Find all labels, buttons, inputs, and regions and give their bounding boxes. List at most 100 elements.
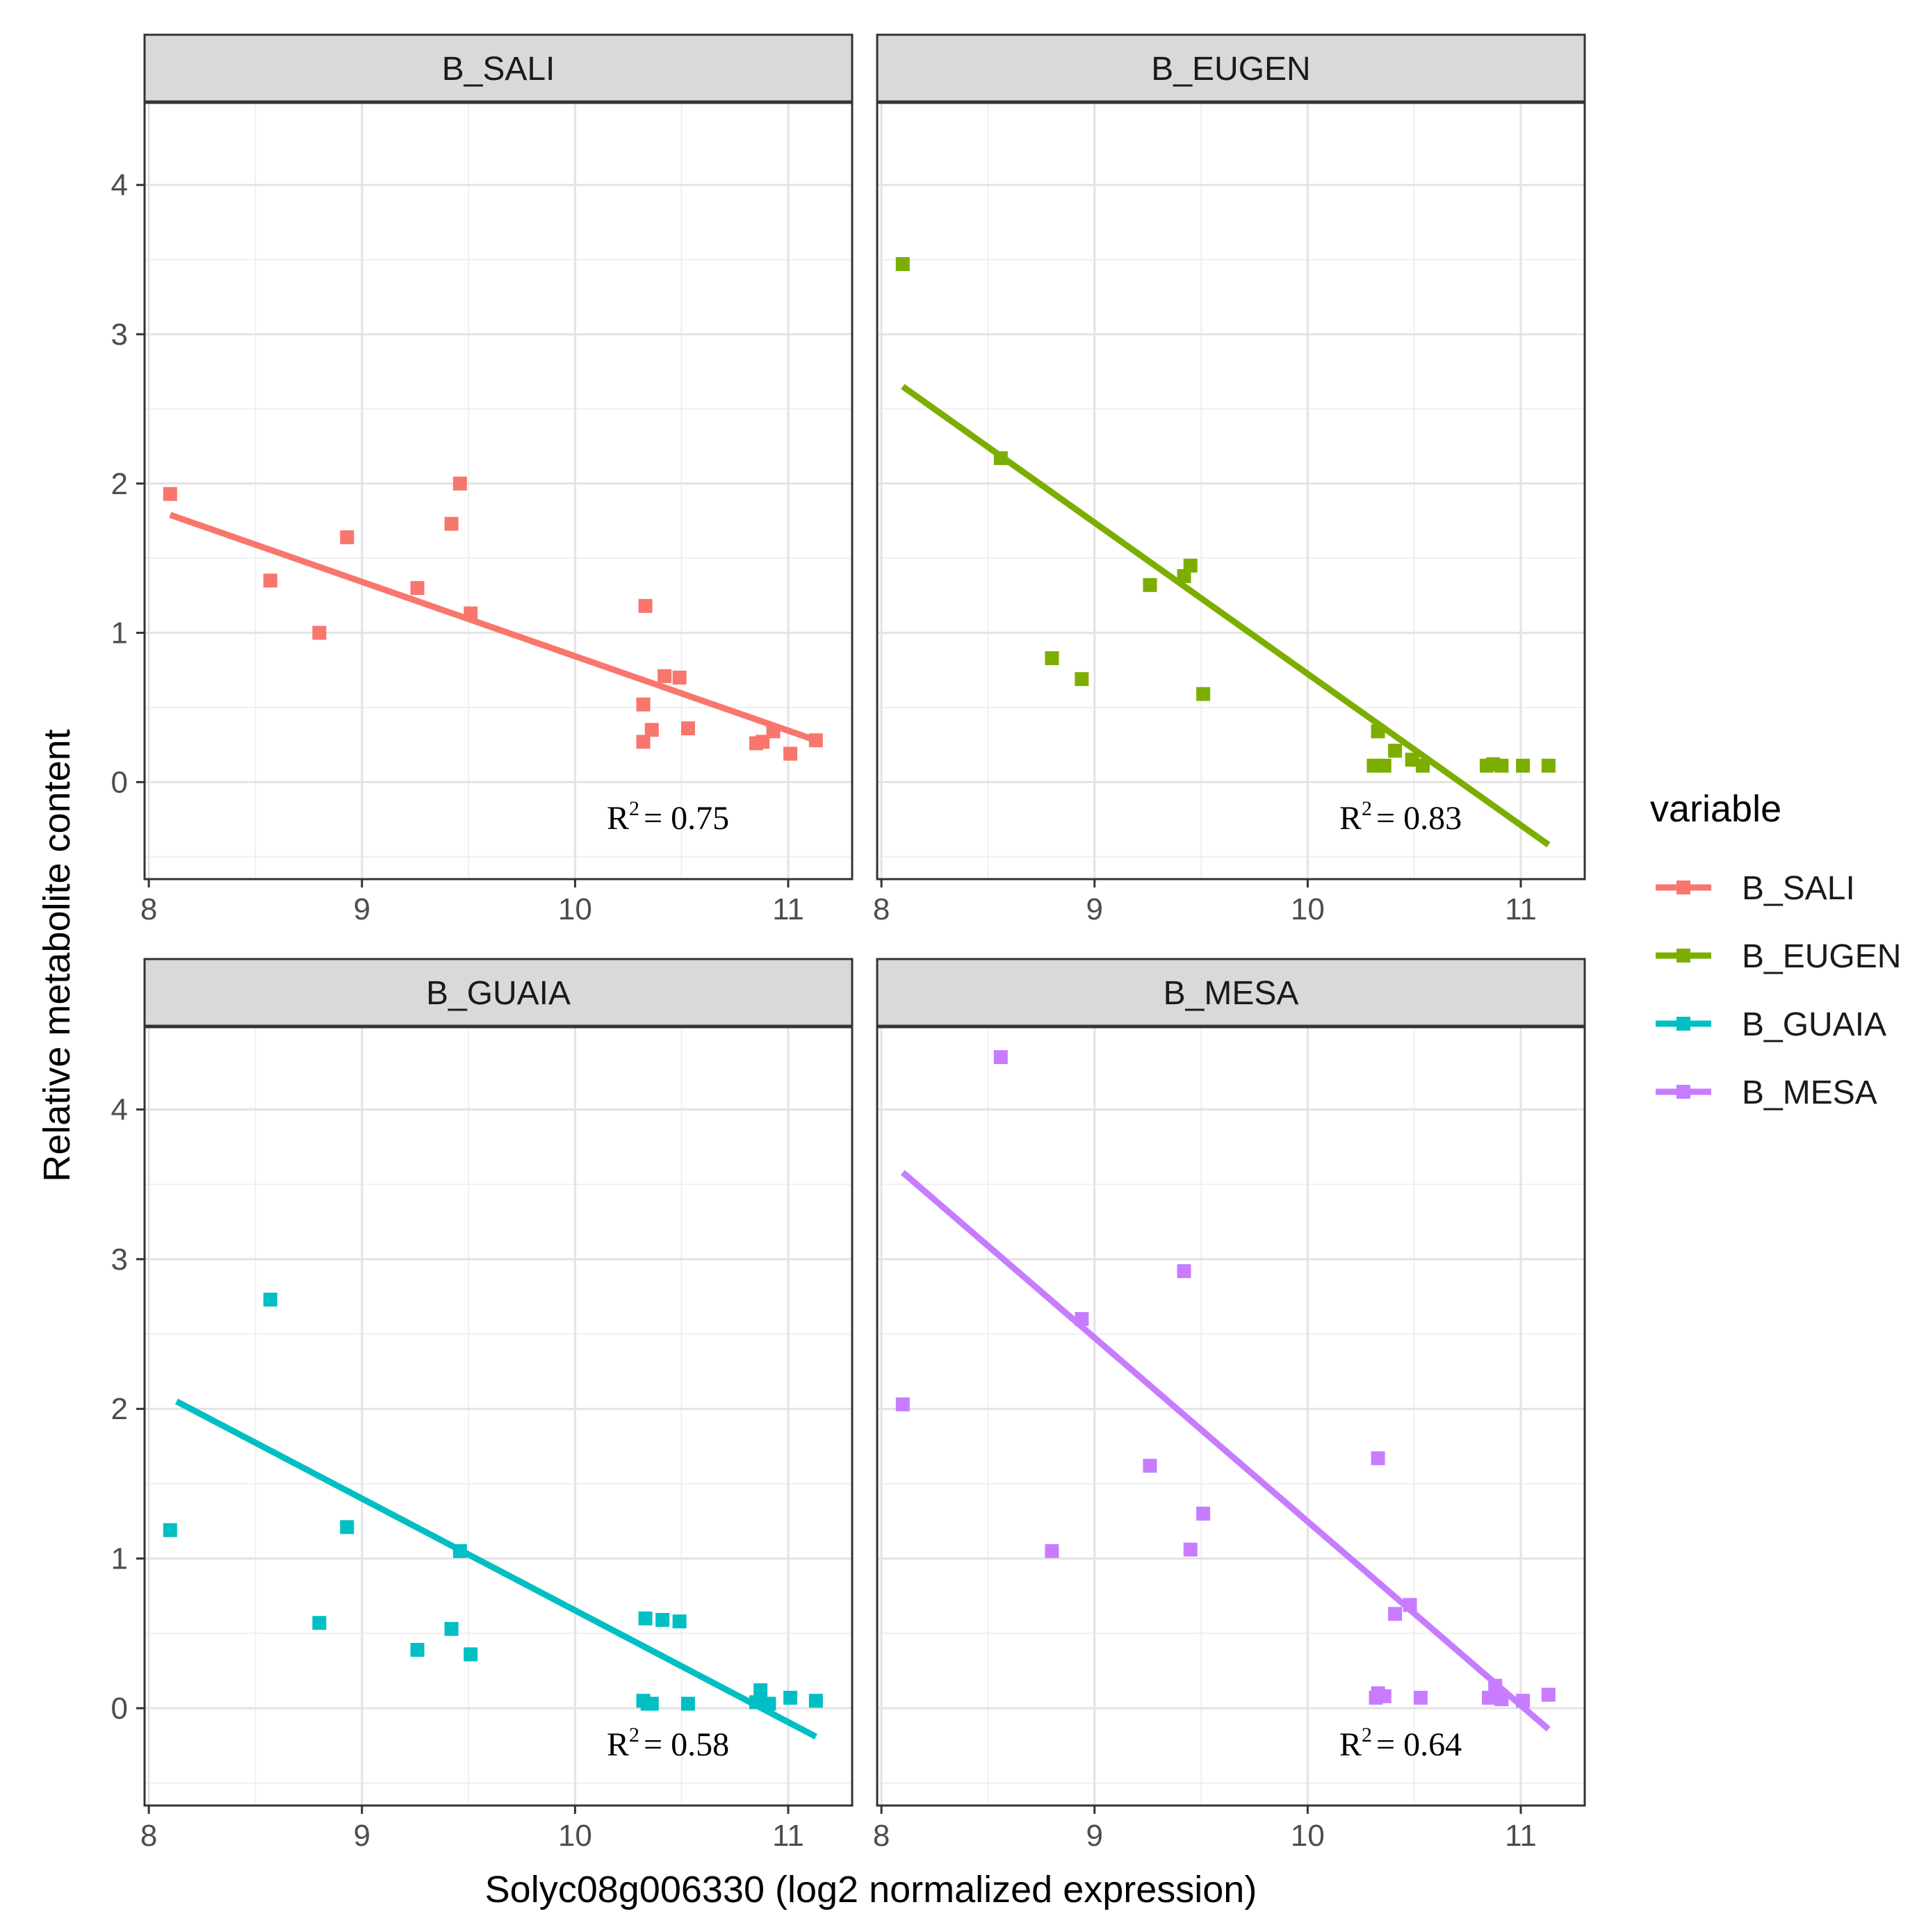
x-tick-label: 10 <box>558 892 592 926</box>
data-point <box>1494 758 1509 773</box>
data-point <box>410 1643 425 1657</box>
data-point <box>163 1523 177 1537</box>
data-point <box>340 1520 354 1534</box>
y-tick-label: 3 <box>111 318 128 352</box>
panel-border <box>143 101 854 881</box>
data-point <box>1196 687 1211 701</box>
data-point <box>636 735 651 749</box>
data-point <box>444 516 459 531</box>
data-point <box>680 1696 695 1711</box>
legend-item-b_mesa: B_MESA <box>1656 1074 1877 1111</box>
data-point <box>1541 1687 1556 1702</box>
data-point <box>1405 753 1419 767</box>
facet-strip <box>143 33 854 103</box>
facet-strip-label: B_EUGEN <box>1151 51 1310 88</box>
y-tick-label: 0 <box>111 765 128 799</box>
data-point <box>895 1397 910 1411</box>
data-point <box>1183 558 1198 573</box>
panel-background <box>145 1027 852 1806</box>
data-point <box>1045 1544 1059 1558</box>
x-tick-label: 8 <box>140 1819 157 1853</box>
y-tick-label: 4 <box>111 1092 128 1127</box>
regression-line <box>901 384 1551 848</box>
facet-strip <box>876 958 1586 1027</box>
regression-line <box>169 511 817 744</box>
facet-strip <box>876 33 1586 103</box>
x-tick-label: 8 <box>873 892 890 926</box>
legend: variable B_SALI B_EUGEN B_GUAIA B_MESA <box>1650 788 1901 1111</box>
y-axis-title: Relative metabolite content <box>36 729 78 1181</box>
data-point <box>672 671 687 685</box>
panel-background <box>877 103 1585 879</box>
data-point <box>1143 578 1157 592</box>
panel-background <box>877 1027 1585 1806</box>
facet-strip-label: B_GUAIA <box>426 975 571 1012</box>
x-tick-label: 9 <box>1086 1819 1103 1853</box>
data-point <box>1482 1690 1496 1705</box>
panel-b_guaia: B_GUAIA R2 = 0.58 8 9 10 11 0 1 2 3 4 <box>111 958 854 1853</box>
data-point <box>808 1694 823 1708</box>
legend-key-point <box>1676 1085 1690 1099</box>
y-tick-label: 4 <box>111 168 128 202</box>
x-tick-label: 11 <box>772 1819 804 1853</box>
data-point <box>1388 1607 1403 1621</box>
panel-b_eugen: B_EUGEN R2 = 0.83 8 9 10 11 <box>873 33 1586 926</box>
legend-key-point <box>1676 949 1690 963</box>
r-squared-annotation: R2 = 0.75 <box>607 797 729 837</box>
panel-border <box>876 101 1586 881</box>
legend-item-b_guaia: B_GUAIA <box>1656 1006 1886 1043</box>
data-point <box>1143 1459 1157 1473</box>
data-point <box>672 1614 687 1629</box>
data-point <box>1415 758 1430 773</box>
legend-label: B_EUGEN <box>1742 938 1901 975</box>
data-point <box>993 1050 1008 1065</box>
facet-strip-label: B_MESA <box>1164 975 1299 1012</box>
data-point <box>1541 758 1556 773</box>
data-point <box>783 746 798 761</box>
x-tick-label: 11 <box>1505 1819 1537 1853</box>
data-point <box>464 1647 478 1662</box>
data-point <box>1516 758 1531 773</box>
regression-line <box>900 1170 1551 1732</box>
x-axis-title: Solyc08g006330 (log2 normalized expressi… <box>485 1869 1257 1910</box>
r-squared-annotation: R2 = 0.83 <box>1339 797 1462 837</box>
data-point <box>444 1621 459 1636</box>
legend-key-point <box>1676 1017 1690 1031</box>
data-point <box>783 1690 798 1705</box>
data-point <box>163 486 177 501</box>
facet-strip <box>143 958 854 1027</box>
legend-item-b_sali: B_SALI <box>1656 870 1855 907</box>
data-point <box>312 625 327 640</box>
data-point <box>263 573 277 588</box>
regression-line <box>174 1398 817 1739</box>
data-point <box>895 256 910 271</box>
data-point <box>756 735 770 749</box>
data-point <box>410 581 425 596</box>
data-point <box>655 1612 670 1627</box>
legend-label: B_GUAIA <box>1742 1006 1886 1043</box>
r-squared-annotation: R2 = 0.64 <box>1339 1724 1462 1763</box>
y-tick-label: 3 <box>111 1243 128 1277</box>
panel-b_sali: B_SALI R2 = 0.75 8 9 10 11 0 1 2 3 4 <box>111 33 854 926</box>
data-point <box>1371 1451 1385 1466</box>
facet-strip-label: B_SALI <box>442 51 555 88</box>
x-tick-label: 9 <box>1086 892 1103 926</box>
x-tick-label: 11 <box>1505 892 1537 926</box>
x-tick-label: 9 <box>354 1819 370 1853</box>
data-point <box>452 476 467 491</box>
data-point <box>638 1611 653 1626</box>
data-point <box>1366 758 1381 773</box>
x-tick-label: 9 <box>354 892 370 926</box>
x-tick-label: 10 <box>1291 892 1325 926</box>
data-point <box>1413 1690 1428 1705</box>
data-point <box>1045 651 1059 666</box>
data-point <box>1183 1542 1198 1557</box>
panel-border <box>876 1026 1586 1807</box>
data-point <box>312 1616 327 1630</box>
data-point <box>1177 568 1191 583</box>
data-point <box>1377 1689 1392 1703</box>
data-point <box>658 669 672 683</box>
y-tick-label: 1 <box>111 616 128 650</box>
data-point <box>636 697 651 712</box>
